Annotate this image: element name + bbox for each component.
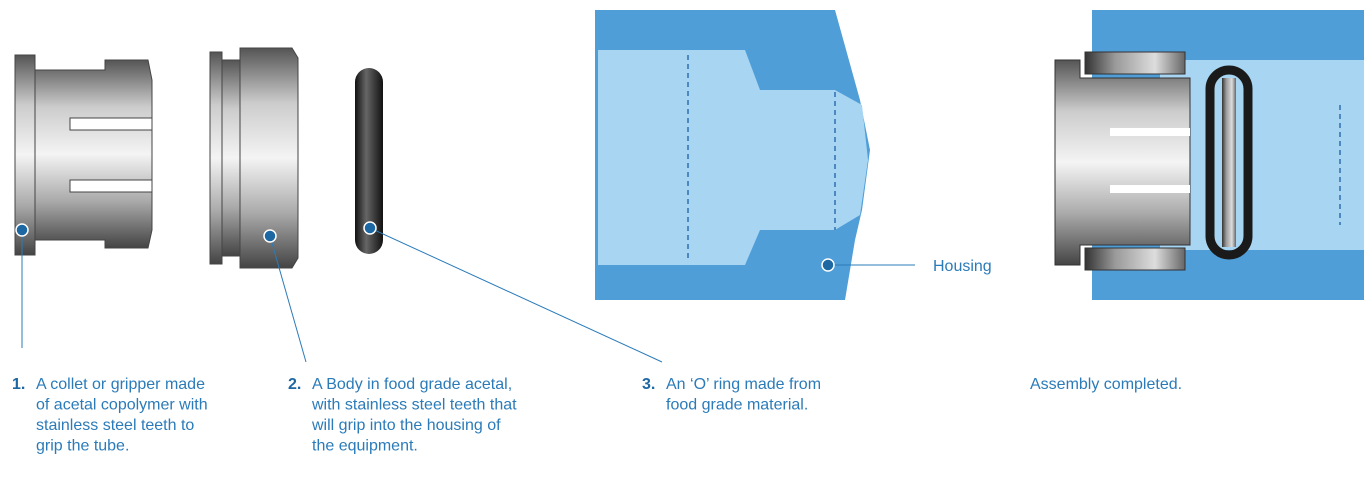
part-description-line: of acetal copolymer with — [36, 397, 208, 414]
part-number: 2. — [288, 376, 301, 393]
part-number: 3. — [642, 376, 655, 393]
assembly-caption: Assembly completed. — [1030, 376, 1182, 393]
diagram: Housing Assembly completed. 1. A collet o… — [0, 0, 1364, 475]
part-descriptions: 1. A collet or gripper made of acetal copo… — [12, 376, 821, 455]
part-description-line: will grip into the housing of — [311, 417, 501, 434]
part-description-line: with stainless steel teeth that — [311, 397, 517, 414]
assembly — [1055, 10, 1364, 300]
part-number: 1. — [12, 376, 25, 393]
part-description-line: grip the tube. — [36, 438, 129, 455]
housing — [595, 10, 870, 300]
part-description-line: food grade material. — [666, 397, 808, 414]
collet — [15, 55, 152, 255]
part-description-line: stainless steel teeth to — [36, 417, 194, 434]
part-description-line: An ‘O’ ring made from — [666, 376, 821, 393]
housing-label: Housing — [933, 258, 992, 275]
part-description-line: A Body in food grade acetal, — [312, 376, 512, 393]
body — [210, 48, 298, 268]
part-description-line: the equipment. — [312, 438, 418, 455]
part-description-line: A collet or gripper made — [36, 376, 205, 393]
